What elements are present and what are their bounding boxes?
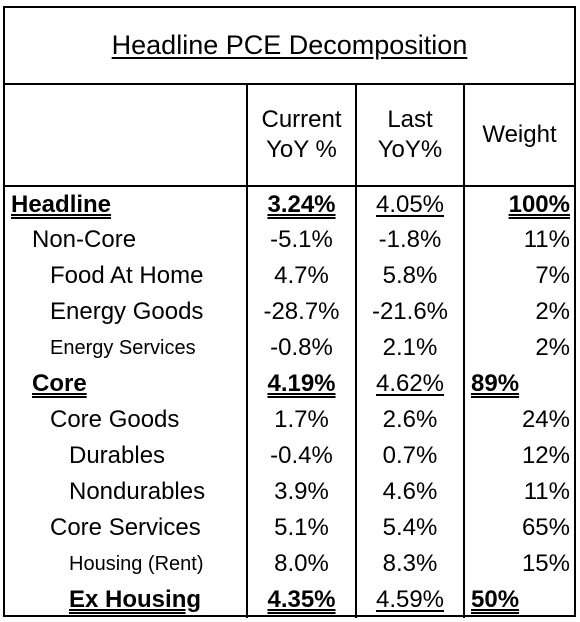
row-current: 4.19%: [246, 366, 356, 402]
table-row-housing-rent: Housing (Rent) 8.0% 8.3% 15%: [5, 546, 574, 582]
row-last: -21.6%: [355, 294, 464, 330]
row-current: 5.1%: [246, 510, 356, 546]
row-weight: 89%: [463, 366, 574, 402]
table-row-non-core: Non-Core -5.1% -1.8% 11%: [5, 222, 574, 258]
row-label: Nondurables: [69, 478, 206, 505]
row-label: Core Services: [50, 514, 201, 541]
table-row-food-at-home: Food At Home 4.7% 5.8% 7%: [5, 258, 574, 294]
pce-decomposition-table: Current YoY % Last YoY% Weight Headline …: [5, 85, 574, 618]
row-label: Core: [32, 370, 87, 397]
row-last: -1.8%: [355, 222, 464, 258]
header-weight: Weight: [463, 85, 574, 187]
row-last: 4.62%: [355, 366, 464, 402]
row-weight: 2%: [463, 330, 574, 366]
row-current: -5.1%: [246, 222, 356, 258]
row-current: 4.7%: [246, 258, 356, 294]
row-current: -0.4%: [246, 438, 356, 474]
row-current: 8.0%: [246, 546, 356, 582]
row-current: 3.24%: [246, 186, 356, 222]
header-last-line2: YoY%: [377, 136, 443, 163]
row-last: 2.6%: [355, 402, 464, 438]
row-weight: 100%: [463, 186, 574, 222]
row-weight: 12%: [463, 438, 574, 474]
row-label: Durables: [69, 442, 166, 469]
table-title: Headline PCE Decomposition: [5, 8, 574, 85]
row-current: 3.9%: [246, 474, 356, 510]
table-row-energy-services: Energy Services -0.8% 2.1% 2%: [5, 330, 574, 366]
row-label: Non-Core: [32, 226, 137, 253]
row-label: Ex Housing: [69, 586, 202, 613]
row-weight: 11%: [463, 474, 574, 510]
table-row-energy-goods: Energy Goods -28.7% -21.6% 2%: [5, 294, 574, 330]
row-weight: 50%: [463, 582, 574, 618]
row-last: 0.7%: [355, 438, 464, 474]
header-current-yoy: Current YoY %: [246, 85, 356, 187]
pce-table-frame: Headline PCE Decomposition Current YoY %…: [3, 6, 576, 618]
row-weight: 65%: [463, 510, 574, 546]
row-label: Food At Home: [50, 262, 204, 289]
row-last: 5.4%: [355, 510, 464, 546]
table-row-durables: Durables -0.4% 0.7% 12%: [5, 438, 574, 474]
row-weight: 24%: [463, 402, 574, 438]
row-label: Energy Services: [50, 337, 196, 359]
row-last: 4.59%: [355, 582, 464, 618]
row-last: 4.05%: [355, 186, 464, 222]
header-category: [5, 85, 247, 187]
header-current-line2: YoY %: [266, 136, 337, 163]
header-current-line1: Current: [261, 106, 342, 133]
row-label: Headline: [11, 190, 112, 218]
row-current: -28.7%: [246, 294, 356, 330]
header-last-yoy: Last YoY%: [355, 85, 464, 187]
row-current: -0.8%: [246, 330, 356, 366]
row-last: 4.6%: [355, 474, 464, 510]
row-last: 8.3%: [355, 546, 464, 582]
header-row: Current YoY % Last YoY% Weight: [5, 85, 574, 187]
row-weight: 15%: [463, 546, 574, 582]
header-last-line1: Last: [387, 106, 433, 133]
row-last: 2.1%: [355, 330, 464, 366]
table-row-headline: Headline 3.24% 4.05% 100%: [5, 186, 574, 222]
row-label: Core Goods: [50, 406, 180, 433]
row-weight: 2%: [463, 294, 574, 330]
row-weight: 11%: [463, 222, 574, 258]
table-row-core-services: Core Services 5.1% 5.4% 65%: [5, 510, 574, 546]
row-current: 4.35%: [246, 582, 356, 618]
table-row-nondurables: Nondurables 3.9% 4.6% 11%: [5, 474, 574, 510]
table-row-ex-housing: Ex Housing 4.35% 4.59% 50%: [5, 582, 574, 618]
row-last: 5.8%: [355, 258, 464, 294]
table-row-core: Core 4.19% 4.62% 89%: [5, 366, 574, 402]
row-weight: 7%: [463, 258, 574, 294]
row-current: 1.7%: [246, 402, 356, 438]
row-label: Housing (Rent): [69, 553, 204, 575]
row-label: Energy Goods: [50, 298, 204, 325]
table-row-core-goods: Core Goods 1.7% 2.6% 24%: [5, 402, 574, 438]
